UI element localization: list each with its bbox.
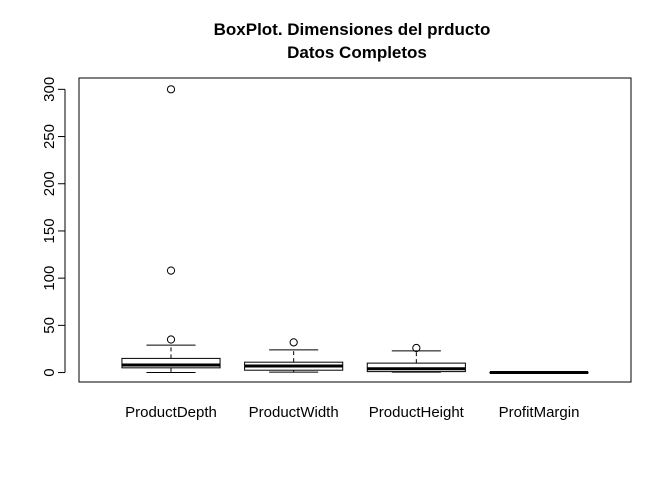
x-axis: ProductDepth ProductWidth ProductHeight Pro… (125, 404, 579, 421)
box (121, 357, 221, 369)
y-tick-label: 250 (41, 124, 58, 149)
y-tick-label: 100 (41, 266, 58, 291)
x-tick-label: ProductWidth (249, 404, 339, 421)
outlier-point (412, 343, 421, 353)
outlier-point (166, 266, 176, 275)
plot-frame (78, 77, 632, 383)
x-tick-label: ProfitMargin (499, 404, 580, 421)
y-tick-label: 200 (41, 171, 58, 196)
box-group-profitmargin (489, 370, 589, 374)
y-tick-label: 50 (41, 317, 58, 334)
box-group-productheight (366, 343, 466, 373)
boxes-layer (121, 85, 589, 374)
box-group-productwidth (244, 338, 344, 373)
chart-subtitle: Datos Completos (287, 43, 427, 62)
box-group-productdepth (121, 85, 221, 374)
y-axis: 0 50 100 150 200 250 300 (41, 77, 66, 377)
x-tick-label: ProductHeight (369, 404, 465, 421)
y-tick-label: 150 (41, 218, 58, 243)
outlier-point (166, 335, 176, 344)
outlier-point (166, 85, 176, 94)
chart-title: BoxPlot. Dimensiones del prducto (214, 20, 491, 39)
y-tick-label: 0 (41, 368, 58, 376)
outlier-point (289, 338, 298, 347)
x-tick-label: ProductDepth (125, 404, 217, 421)
y-tick-label: 300 (41, 77, 58, 102)
